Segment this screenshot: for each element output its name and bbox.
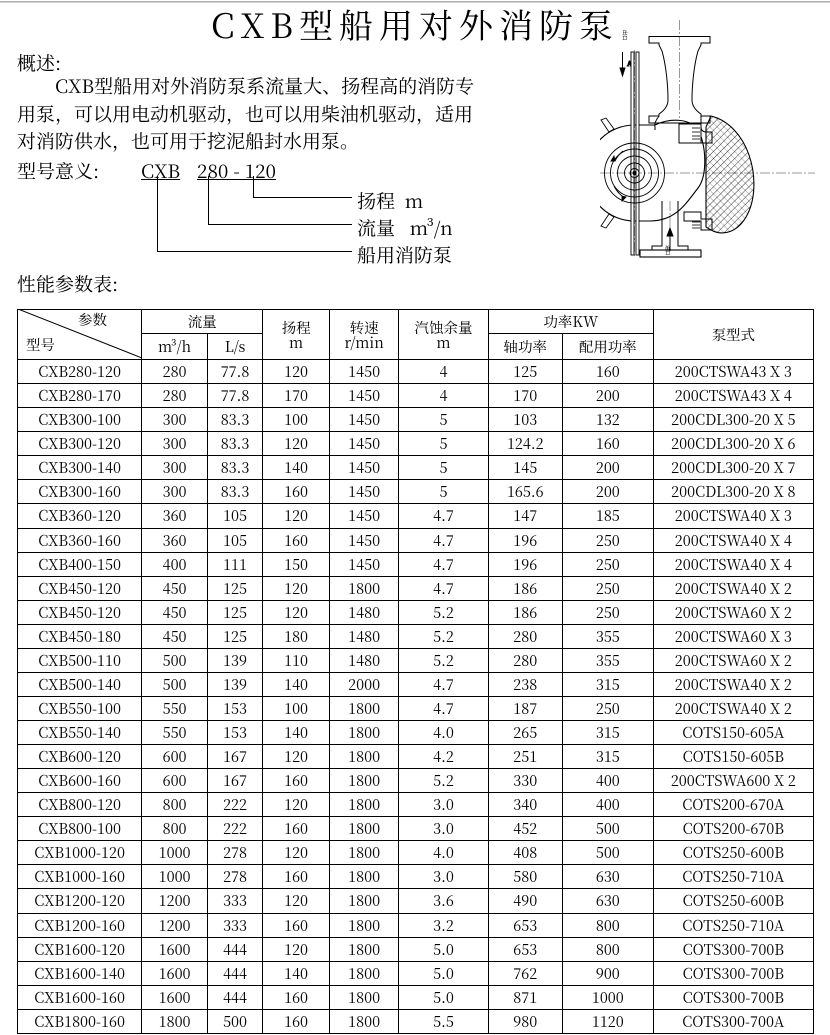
svg-text:出口: 出口 [621, 30, 629, 40]
svg-text:进口: 进口 [664, 245, 672, 255]
